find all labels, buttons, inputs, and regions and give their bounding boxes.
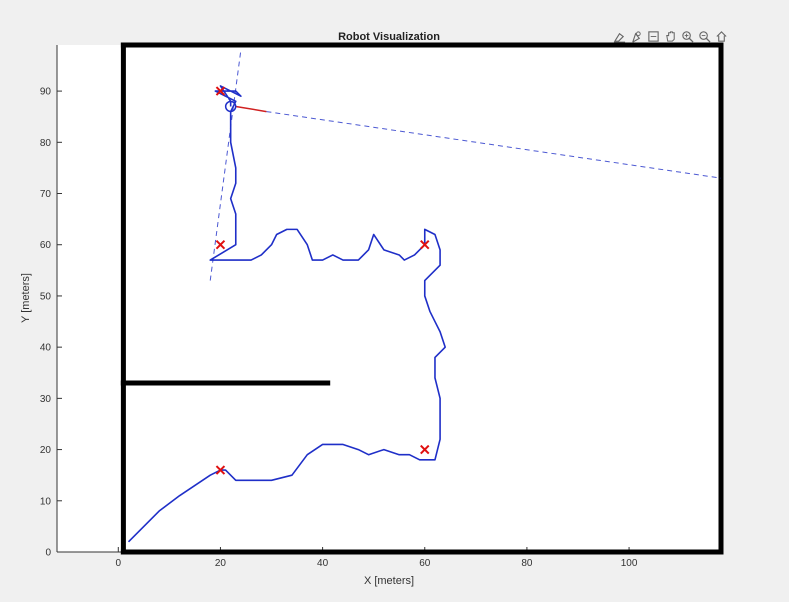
heading-line: [235, 105, 267, 113]
y-axis-label: Y [meters]: [20, 273, 32, 323]
y-tick-label: 30: [40, 394, 52, 405]
x-tick-label: 80: [521, 558, 533, 569]
target-marker: [215, 240, 226, 250]
y-tick-label: 80: [40, 138, 52, 149]
x-axis-label: X [meters]: [364, 575, 414, 587]
brush-icon[interactable]: [612, 28, 626, 44]
y-tick-label: 70: [40, 189, 52, 200]
zoom-in-icon[interactable]: [680, 28, 694, 44]
y-tick-label: 20: [40, 445, 52, 456]
x-tick-label: 40: [317, 558, 329, 569]
x-tick-label: 100: [621, 558, 638, 569]
export-icon[interactable]: [646, 28, 660, 44]
sensor-dashed-line: [266, 111, 722, 179]
sensor-dashed-line: [209, 50, 242, 281]
zoom-out-icon[interactable]: [697, 28, 711, 44]
y-tick-label: 90: [40, 87, 52, 98]
y-tick-label: 10: [40, 496, 52, 507]
pan-hand-icon[interactable]: [663, 28, 677, 44]
chart-title: Robot Visualization: [338, 31, 440, 43]
x-tick-label: 0: [116, 558, 122, 569]
x-tick-label: 60: [419, 558, 431, 569]
target-marker: [215, 86, 226, 96]
y-tick-label: 60: [40, 240, 52, 251]
robot-path: [127, 85, 446, 543]
y-tick-label: 50: [40, 291, 52, 302]
y-tick-label: 40: [40, 343, 52, 354]
target-marker: [215, 465, 226, 475]
y-tick-group: 0 10 20 30 40 50 60 70 80 90: [40, 87, 62, 559]
x-tick-label: 20: [215, 558, 227, 569]
axes-background: [57, 45, 721, 552]
y-tick-label: 0: [45, 548, 51, 559]
target-marker: [420, 240, 430, 250]
target-marker: [420, 444, 430, 455]
datatip-icon[interactable]: [629, 28, 643, 44]
home-icon[interactable]: [714, 28, 728, 44]
data-layer: [120, 42, 724, 555]
robot-marker: [224, 100, 237, 113]
axes-toolbar: [612, 27, 728, 45]
